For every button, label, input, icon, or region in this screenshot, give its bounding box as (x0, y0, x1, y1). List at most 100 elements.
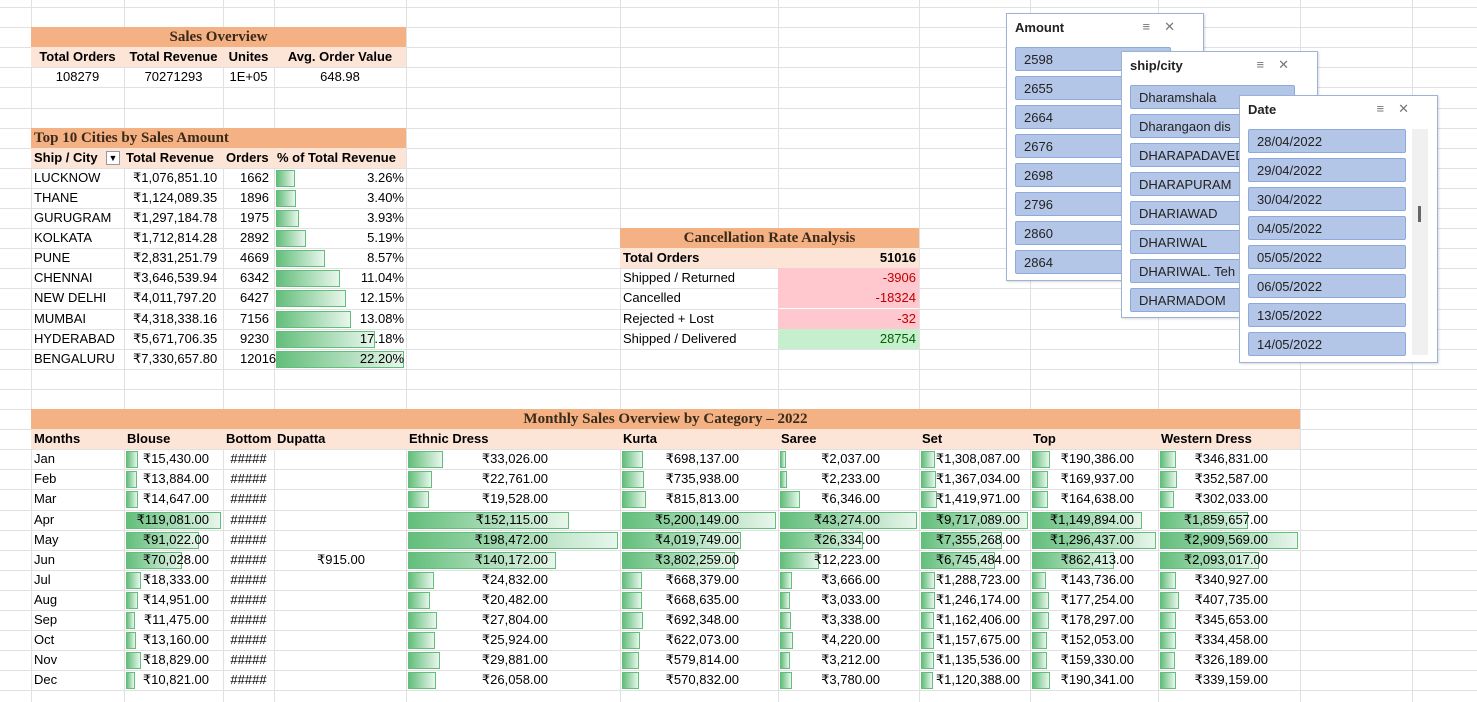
data-bar (780, 571, 792, 589)
header: Total Revenue (124, 147, 223, 168)
data-bar (126, 511, 221, 529)
amount: ₹668,635.00 (665, 591, 739, 607)
amount: ₹91,022.00 (142, 531, 209, 547)
data-bar (126, 652, 142, 670)
amount: ₹24,832.00 (481, 571, 548, 587)
slicer-item[interactable]: 05/05/2022 (1248, 245, 1406, 269)
value: 51016 (778, 248, 919, 269)
month: Aug (34, 591, 58, 607)
amount: ##### (230, 471, 267, 487)
month: Mar (34, 491, 57, 507)
amount: ₹570,832.00 (665, 672, 739, 688)
header: Bottom (223, 429, 274, 450)
data-bar (1160, 451, 1177, 469)
data-bar (780, 551, 819, 569)
data-bar (622, 551, 735, 569)
amount: ₹14,951.00 (142, 591, 209, 607)
amount: ₹3,802,259.00 (654, 551, 739, 567)
value: 108279 (55, 69, 100, 85)
amount: ₹164,638.00 (1060, 491, 1134, 507)
amount: ##### (230, 632, 267, 648)
header: Blouse (124, 429, 223, 450)
data-bar (622, 652, 640, 670)
data-bar (408, 491, 429, 509)
amount: ₹190,341.00 (1060, 672, 1134, 688)
amount: ₹70,028.00 (142, 551, 209, 567)
amount: ₹140,172.00 (474, 551, 548, 567)
city: NEW DELHI (34, 290, 107, 306)
data-bar (408, 551, 557, 569)
data-bar (1032, 672, 1051, 690)
amount: ₹11,475.00 (143, 612, 209, 627)
amount: ₹152,115.00 (475, 511, 548, 527)
month: Jul (34, 571, 51, 587)
slicer: Date ≡✕ 28/04/2022 29/04/2022 30/04/2022 04/0… (1239, 95, 1438, 363)
amount: ₹339,159.00 (1194, 672, 1268, 688)
slicer-item[interactable]: 14/05/2022 (1248, 332, 1406, 356)
data-bar (276, 330, 376, 348)
slicer-buttons[interactable]: ≡✕ (1376, 101, 1423, 116)
amount: ₹326,189.00 (1194, 652, 1268, 668)
data-bar (1032, 612, 1050, 630)
slicer-item[interactable]: 06/05/2022 (1248, 274, 1406, 298)
month: Sep (34, 612, 58, 627)
data-bar (1160, 551, 1260, 569)
orders: 12016 (240, 350, 277, 366)
data-bar (622, 612, 643, 630)
amount: ₹3,780.00 (821, 672, 880, 688)
slicer-item[interactable]: 29/04/2022 (1248, 158, 1406, 182)
slicer-item[interactable]: 30/04/2022 (1248, 187, 1406, 211)
amount: ₹159,330.00 (1060, 652, 1134, 668)
header: Set (919, 429, 1030, 450)
month: Oct (34, 632, 55, 648)
data-bar (1160, 632, 1176, 650)
share: 13.08% (359, 310, 404, 326)
slicer-item[interactable]: 04/05/2022 (1248, 216, 1406, 240)
value: -32 (778, 308, 919, 329)
slicer-item[interactable]: 28/04/2022 (1248, 129, 1406, 153)
data-bar (1032, 571, 1046, 589)
slicer-item[interactable]: 13/05/2022 (1248, 303, 1406, 327)
data-bar (921, 612, 934, 630)
label: Shipped / Delivered (623, 330, 737, 346)
data-bar (780, 511, 917, 529)
header: Western Dress (1158, 429, 1300, 450)
amount: ₹27,804.00 (481, 612, 548, 627)
revenue: ₹1,297,184.78 (133, 210, 218, 225)
data-bar (1160, 471, 1177, 489)
data-bar (126, 612, 136, 630)
data-bar (1160, 612, 1177, 630)
data-bar (276, 250, 326, 268)
filter-button[interactable]: ▼ (106, 150, 120, 165)
data-bar (1032, 591, 1049, 609)
amount: ₹9,717,089.00 (935, 511, 1020, 527)
label: Cancelled (623, 290, 681, 306)
amount: ₹15,430.00 (142, 451, 209, 467)
value: -18324 (778, 288, 919, 309)
amount: ₹4,220.00 (821, 632, 880, 648)
revenue: ₹2,831,251.79 (133, 250, 218, 266)
data-bar (622, 471, 644, 489)
amount: ₹302,033.00 (1194, 491, 1268, 507)
amount: ₹2,093,017.00 (1183, 551, 1268, 567)
data-bar (126, 451, 139, 469)
data-bar (1160, 511, 1249, 529)
amount: ₹20,482.00 (481, 591, 548, 607)
data-bar (276, 169, 295, 187)
share: 3.26% (367, 169, 404, 185)
slicer-buttons[interactable]: ≡✕ (1256, 57, 1303, 72)
data-bar (622, 511, 776, 529)
share: 12.15% (359, 290, 404, 306)
header: Ethnic Dress (406, 429, 620, 450)
amount: ₹668,379.00 (665, 571, 739, 587)
slicer-buttons[interactable]: ≡✕ (1142, 19, 1189, 34)
amount: ₹346,831.00 (1194, 451, 1268, 467)
amount: ₹3,212.00 (821, 652, 880, 668)
amount: ₹43,274.00 (813, 511, 880, 527)
amount: ₹198,472.00 (474, 531, 548, 547)
amount: ₹13,160.00 (142, 632, 209, 648)
amount: ₹862,413.00 (1060, 551, 1134, 567)
revenue: ₹7,330,657.80 (133, 350, 218, 366)
revenue: ₹1,712,814.28 (133, 230, 218, 246)
amount: ₹178,297.00 (1060, 612, 1134, 627)
